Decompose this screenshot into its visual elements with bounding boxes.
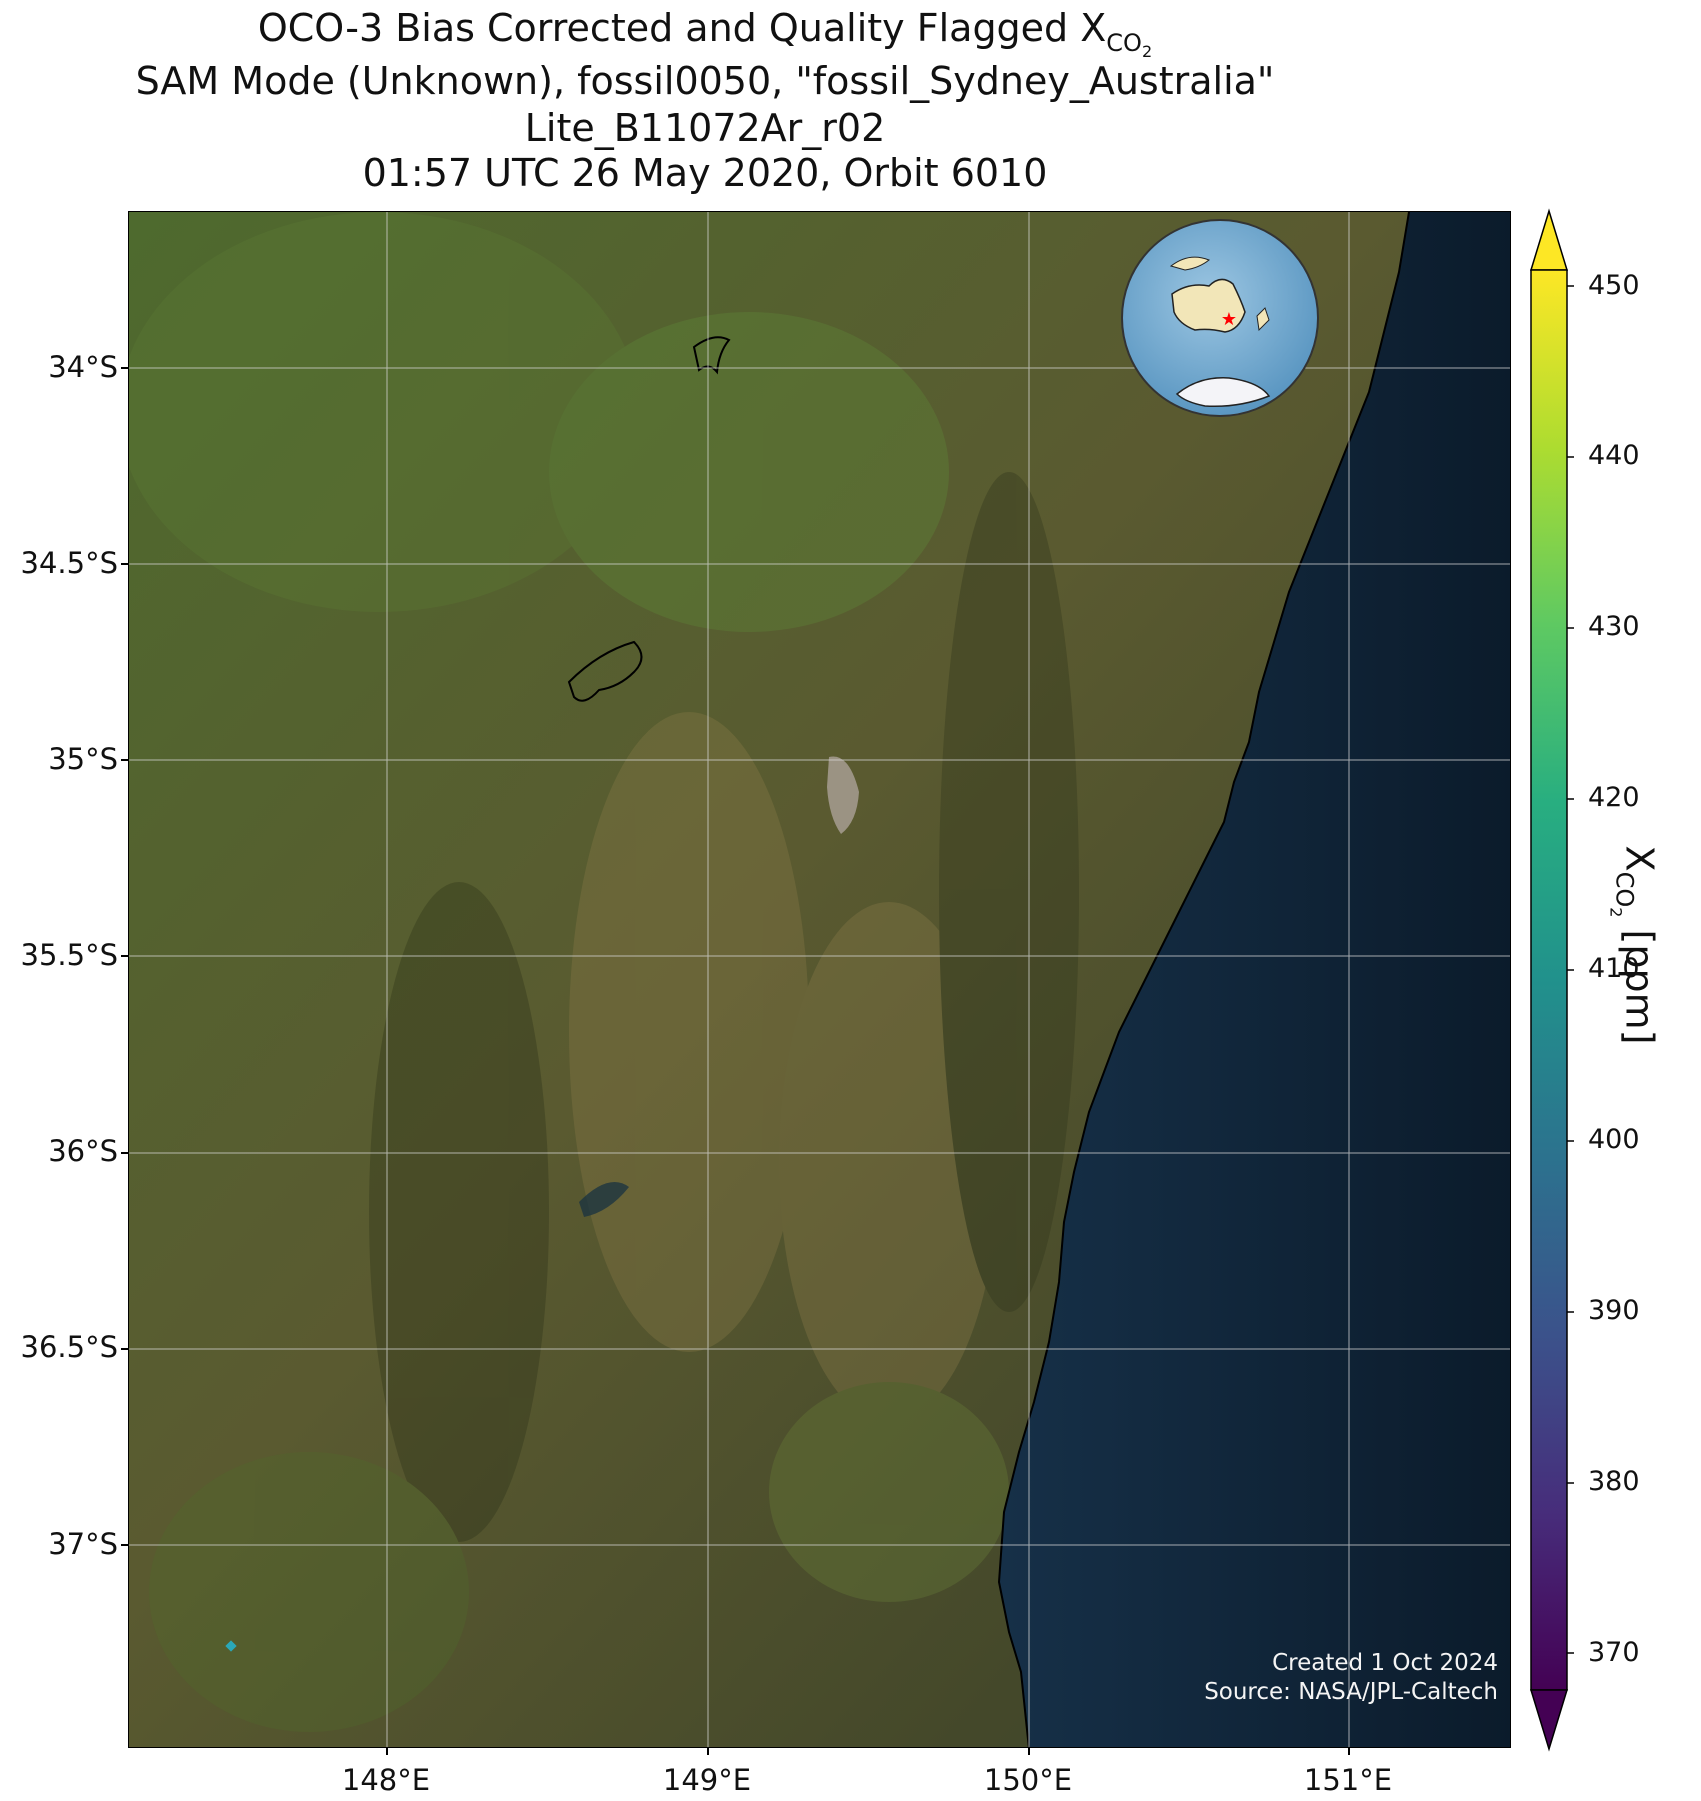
australia-landmass xyxy=(1171,278,1246,333)
colorbar-label-380: 380 xyxy=(1588,1466,1640,1497)
lon-tick xyxy=(707,1748,709,1755)
colorbar-title-x: X xyxy=(1617,845,1662,872)
colorbar xyxy=(1530,208,1574,1752)
antarctica xyxy=(1175,377,1271,408)
lat-tick xyxy=(121,563,128,565)
target-star-icon: ★ xyxy=(1221,309,1237,330)
colorbar-label-390: 390 xyxy=(1588,1295,1640,1326)
colorbar-label-440: 440 xyxy=(1588,440,1640,471)
terrain-texture xyxy=(129,212,1079,1732)
reservoir-outline-north xyxy=(692,336,731,375)
burrinjuck-dam-outline xyxy=(567,640,643,702)
lon-label-150e: 150°E xyxy=(983,1763,1073,1797)
credit-created: Created 1 Oct 2024 xyxy=(1272,1650,1498,1676)
lat-tick xyxy=(121,759,128,761)
title-line-1: OCO-3 Bias Corrected and Quality Flagged… xyxy=(0,6,1410,74)
lat-label-37s: 37°S xyxy=(48,1527,118,1561)
lon-tick xyxy=(1028,1748,1030,1755)
colorbar-label-370: 370 xyxy=(1588,1637,1640,1668)
lat-label-36s: 36°S xyxy=(48,1134,118,1168)
lat-label-36-5s: 36.5°S xyxy=(20,1330,118,1364)
colorbar-label-410: 410 xyxy=(1588,953,1640,984)
lat-tick xyxy=(121,367,128,369)
asia-islands xyxy=(1169,256,1210,271)
lon-label-149e: 149°E xyxy=(662,1763,752,1797)
title-line-2: SAM Mode (Unknown), fossil0050, "fossil_… xyxy=(135,59,1275,103)
lat-label-34-5s: 34.5°S xyxy=(20,546,118,580)
credit-source: Source: NASA/JPL-Caltech xyxy=(1204,1679,1498,1705)
coastline xyxy=(997,212,1410,1747)
lake-george xyxy=(827,756,859,834)
satellite-basemap: ★ xyxy=(129,212,1510,1747)
lat-tick xyxy=(121,1544,128,1546)
lat-tick xyxy=(121,1348,128,1350)
colorbar-label-430: 430 xyxy=(1588,611,1640,642)
colorbar-ticks xyxy=(1567,285,1574,1654)
title-sub-co: CO xyxy=(1106,29,1142,57)
xco2-sounding xyxy=(225,1640,237,1652)
colorbar-title-sub-2: 2 xyxy=(1606,907,1626,918)
lon-tick xyxy=(386,1748,388,1755)
lat-label-34s: 34°S xyxy=(48,350,118,384)
lat-label-35s: 35°S xyxy=(48,742,118,776)
credit-text: Created 1 Oct 2024 Source: NASA/JPL-Calt… xyxy=(1204,1649,1498,1707)
colorbar-title-sub: CO2 xyxy=(1607,871,1639,918)
colorbar-extend-max xyxy=(1530,208,1569,271)
colorbar-label-400: 400 xyxy=(1588,1124,1640,1155)
new-zealand xyxy=(1256,307,1270,332)
title-line-4: 01:57 UTC 26 May 2020, Orbit 6010 xyxy=(362,151,1048,195)
tasman-sea xyxy=(999,212,1510,1747)
colorbar-title: XCO2 [ppm] xyxy=(1607,846,1662,1045)
title-line-3: Lite_B11072Ar_r02 xyxy=(524,106,886,150)
inset-globe: ★ xyxy=(1121,219,1319,417)
colorbar-gradient xyxy=(1530,269,1568,1691)
lat-tick xyxy=(121,1152,128,1154)
title-prefix: OCO-3 Bias Corrected and Quality Flagged… xyxy=(257,6,1107,50)
lake-eucumbene xyxy=(579,1182,629,1217)
lat-label-35-5s: 35.5°S xyxy=(20,938,118,972)
lon-tick xyxy=(1348,1748,1350,1755)
title-sub-2: 2 xyxy=(1141,42,1153,61)
lon-label-151e: 151°E xyxy=(1303,1763,1393,1797)
colorbar-extend-min xyxy=(1530,1689,1569,1752)
lat-tick xyxy=(121,955,128,957)
lon-label-148e: 148°E xyxy=(341,1763,431,1797)
map-panel: ★ xyxy=(128,211,1511,1748)
colorbar-label-420: 420 xyxy=(1588,782,1640,813)
title-subscript: CO2 xyxy=(1106,29,1152,61)
colorbar-label-450: 450 xyxy=(1588,270,1640,301)
colorbar-title-unit: [ppm] xyxy=(1617,917,1662,1045)
colorbar-title-sub-co: CO xyxy=(1610,871,1639,908)
